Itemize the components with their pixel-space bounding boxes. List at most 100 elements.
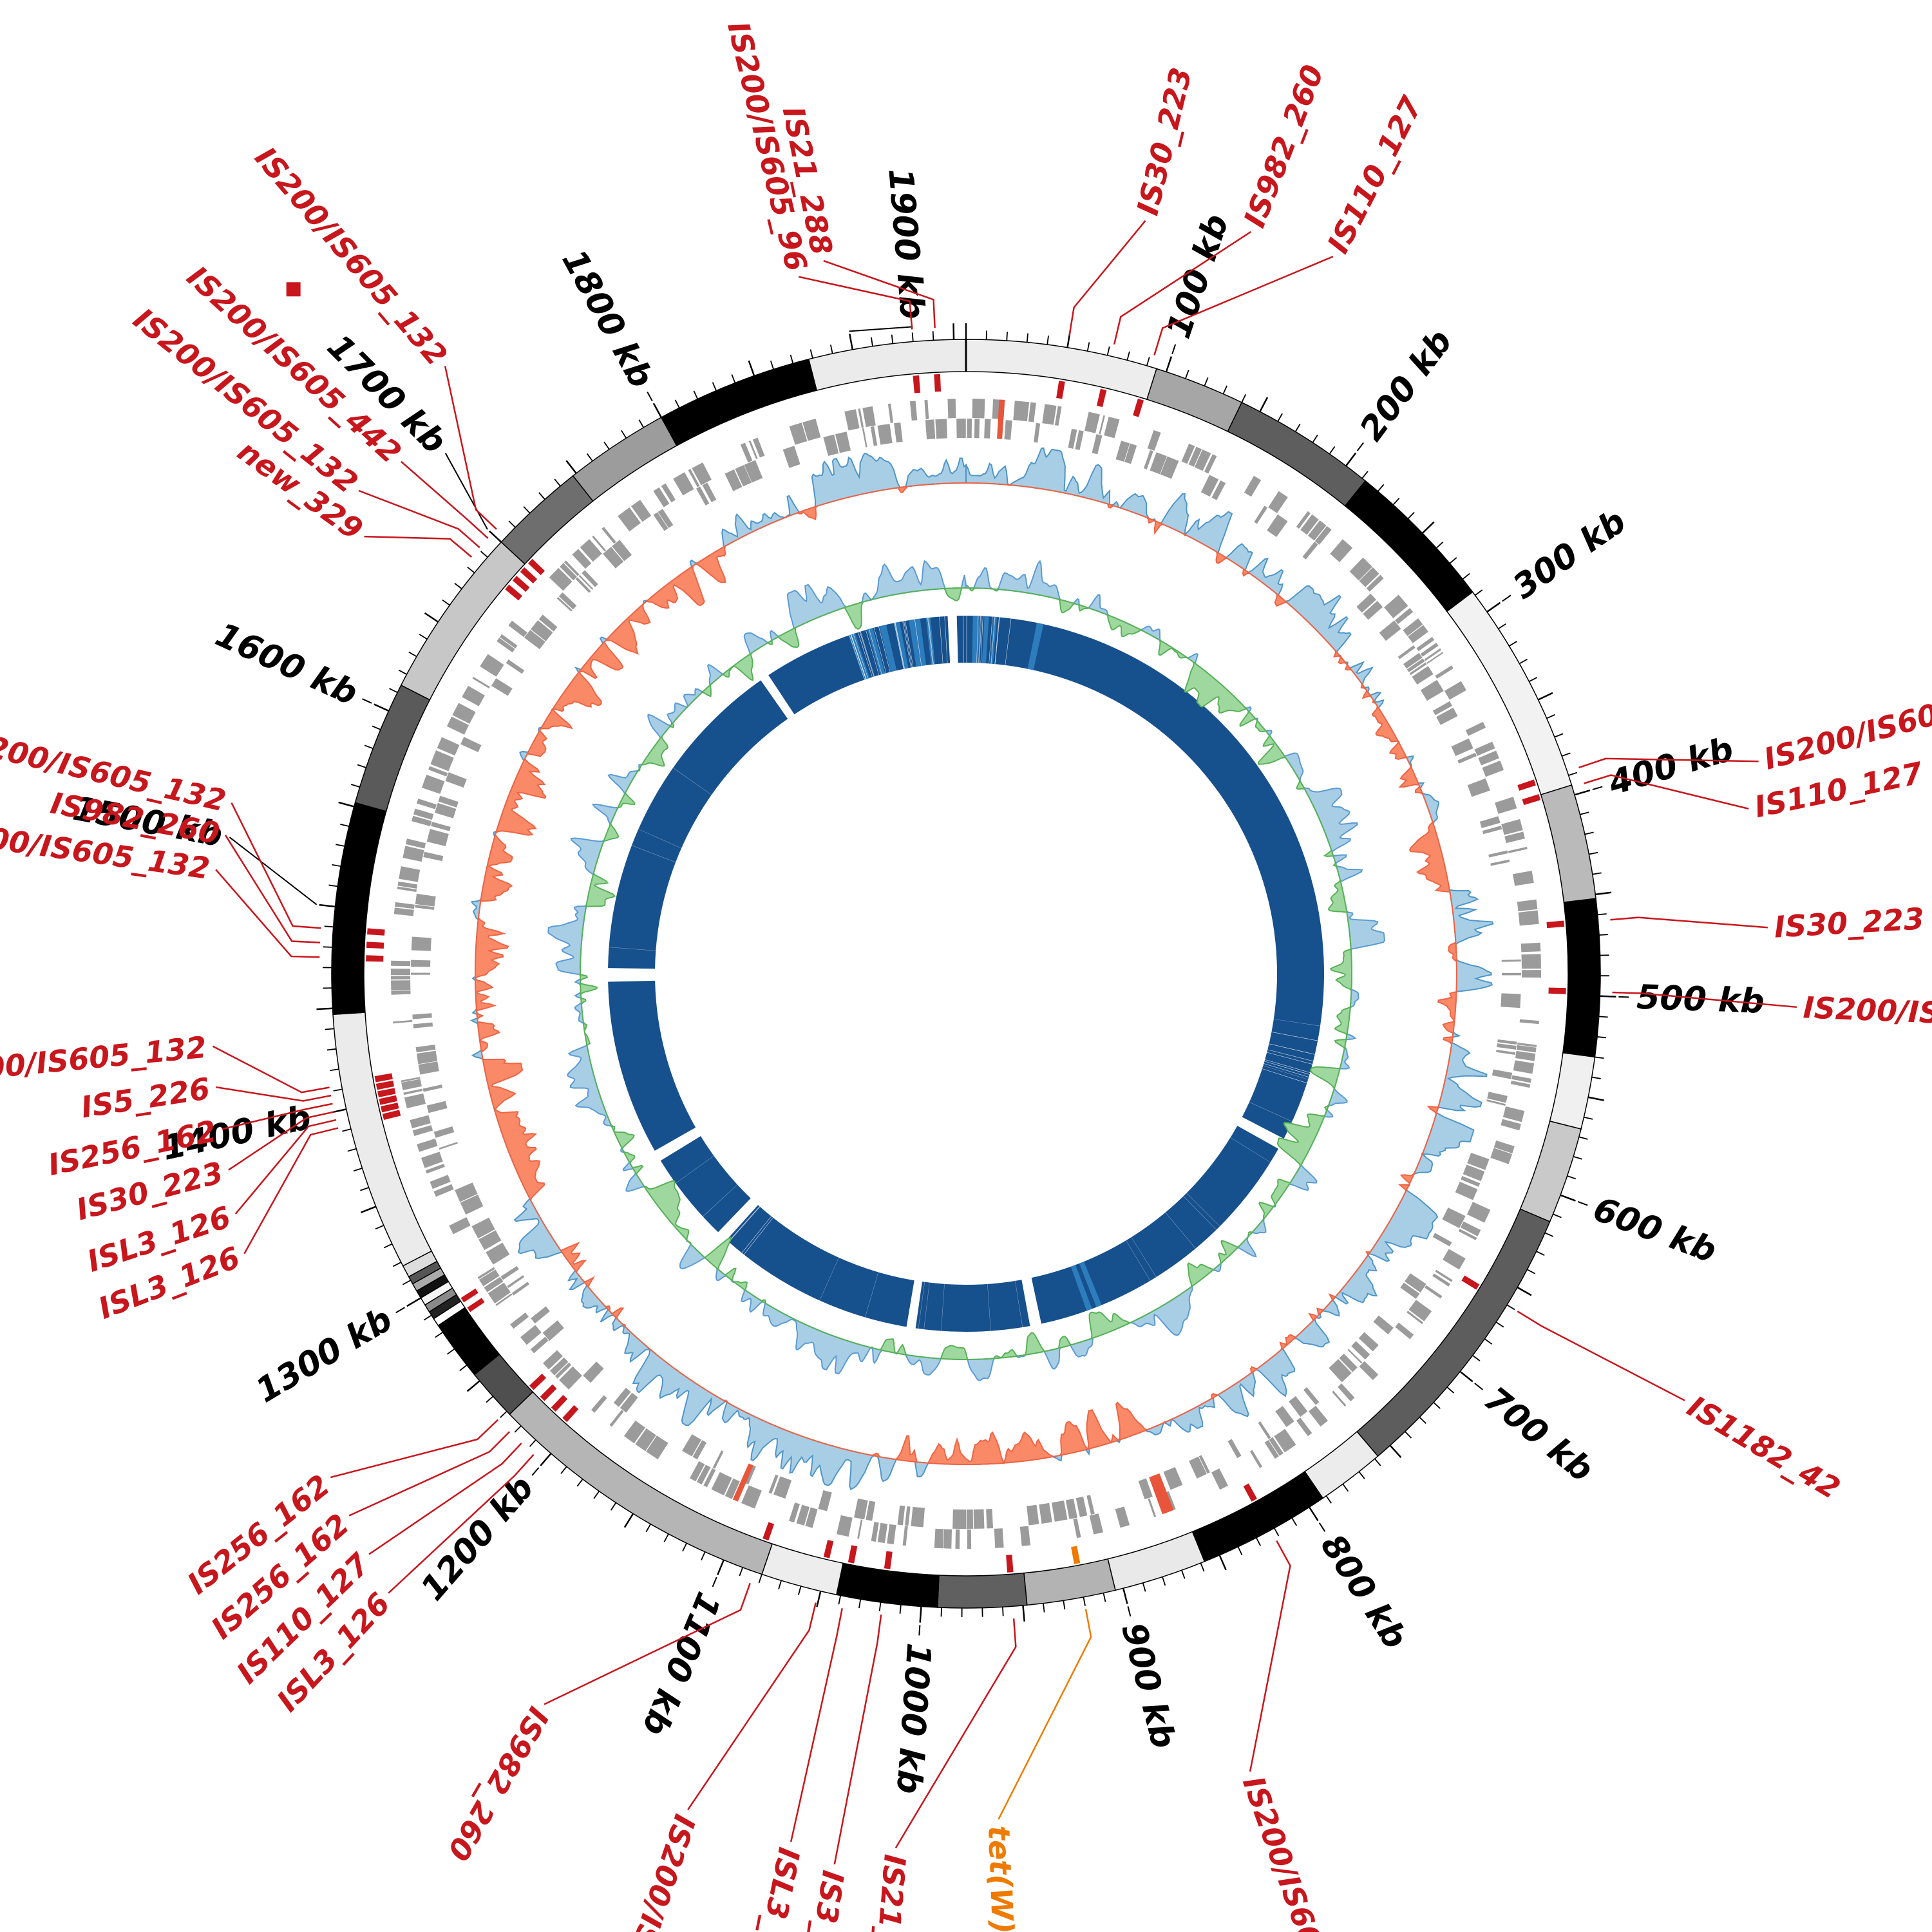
coverage-ring-segment <box>608 680 788 969</box>
minor-tick <box>398 669 408 675</box>
gene-bar <box>1510 1081 1531 1088</box>
gene-bar <box>1435 665 1454 679</box>
gene-bar <box>862 428 867 448</box>
minor-tick <box>1277 413 1283 422</box>
gene-bar <box>1443 1249 1466 1270</box>
is-element-label: IS200/IS605_132 <box>582 1810 702 1932</box>
gene-bar <box>911 1506 925 1528</box>
is-marker-tick <box>884 1551 893 1569</box>
gene-bar <box>1267 514 1288 537</box>
gene-bar <box>1406 658 1425 672</box>
major-tick <box>361 1206 377 1213</box>
minor-tick <box>1146 357 1150 366</box>
gene-bar <box>1519 1019 1539 1025</box>
is-marker-leader <box>231 802 321 929</box>
gene-bar <box>740 442 753 463</box>
gene-bar <box>472 677 490 689</box>
is-marker-leader <box>798 276 913 330</box>
gc-content-negative-area <box>474 482 1457 1466</box>
major-tick <box>1165 356 1173 372</box>
gene-bar <box>1264 1440 1279 1459</box>
minor-tick <box>1599 934 1609 936</box>
minor-tick <box>891 334 894 344</box>
kb-label-leader <box>849 326 913 332</box>
gene-bar <box>1065 1499 1077 1519</box>
is-marker-tick <box>1243 1483 1257 1502</box>
gene-bar <box>1467 1153 1490 1170</box>
minor-tick <box>538 492 545 500</box>
gene-bar <box>1516 1045 1537 1053</box>
gene-bar <box>391 969 411 976</box>
gene-bar <box>401 1079 422 1090</box>
minor-tick <box>467 566 475 574</box>
gene-bar <box>404 1093 426 1108</box>
gene-bar <box>1478 750 1499 766</box>
gene-bar <box>425 1164 445 1174</box>
coverage-streak <box>703 1184 738 1217</box>
contig-segment <box>1191 1470 1324 1562</box>
gene-bar <box>1397 645 1416 659</box>
gene-bar <box>1408 625 1428 643</box>
minor-tick <box>1591 1076 1601 1079</box>
contig-segment <box>936 1572 1028 1609</box>
gene-bar <box>967 419 972 439</box>
gene-bar <box>653 487 670 507</box>
major-tick <box>816 1591 822 1607</box>
gene-bar <box>653 512 668 531</box>
minor-tick <box>480 551 488 558</box>
gene-bar <box>1412 666 1434 685</box>
gene-bar <box>1497 1039 1517 1045</box>
gene-bar <box>405 838 426 849</box>
gene-bar <box>1204 454 1217 474</box>
gene-bar <box>1490 859 1510 866</box>
is-marker-tick <box>520 567 538 584</box>
coverage-streak <box>638 829 682 849</box>
coverage-streak <box>939 616 943 664</box>
gene-bar <box>835 431 851 453</box>
minor-tick <box>1405 1431 1412 1439</box>
gene-bar <box>1466 1202 1491 1223</box>
gene-bar <box>1513 870 1534 886</box>
gene-bar <box>1490 1148 1512 1164</box>
gene-bar <box>403 1088 423 1095</box>
gene-bar <box>1358 1332 1379 1352</box>
minor-tick <box>770 360 774 370</box>
coverage-streak <box>1186 1193 1220 1227</box>
gene-bar <box>897 1505 905 1526</box>
minor-tick <box>1273 1528 1280 1537</box>
gene-bar <box>1314 526 1332 545</box>
gene-bar <box>735 465 752 487</box>
minor-tick <box>645 1524 652 1533</box>
coverage-streak <box>1264 1063 1309 1077</box>
minor-tick <box>459 1365 468 1372</box>
gene-bar <box>1275 1406 1294 1427</box>
gene-bar <box>549 567 573 591</box>
gene-bar <box>696 1464 711 1485</box>
minor-tick <box>1446 1387 1455 1394</box>
gene-bar <box>410 1115 431 1129</box>
gene-bar <box>741 1485 762 1509</box>
minor-tick <box>554 478 561 487</box>
gene-bar <box>1511 1075 1531 1083</box>
minor-tick <box>500 1410 507 1418</box>
gene-bar <box>558 592 577 610</box>
gene-bar <box>415 1045 436 1053</box>
gene-bar <box>947 399 956 419</box>
minor-tick <box>383 1243 393 1249</box>
gene-bar <box>748 440 758 459</box>
is-marker-tick <box>467 1298 485 1312</box>
gene-bar <box>423 851 444 862</box>
minor-tick <box>621 430 627 439</box>
minor-tick <box>1407 511 1415 520</box>
kb-scale-label: 1900 kb <box>880 167 931 321</box>
gene-bar <box>422 1084 443 1092</box>
gene-bar <box>530 1336 549 1354</box>
is-marker-leader <box>895 1618 1017 1849</box>
minor-tick <box>389 688 398 694</box>
gene-bar <box>1408 1300 1432 1321</box>
coverage-streak <box>1263 1065 1309 1080</box>
gene-bar <box>1244 475 1262 497</box>
is-marker-leader <box>216 1086 332 1102</box>
minor-tick <box>739 1567 744 1577</box>
